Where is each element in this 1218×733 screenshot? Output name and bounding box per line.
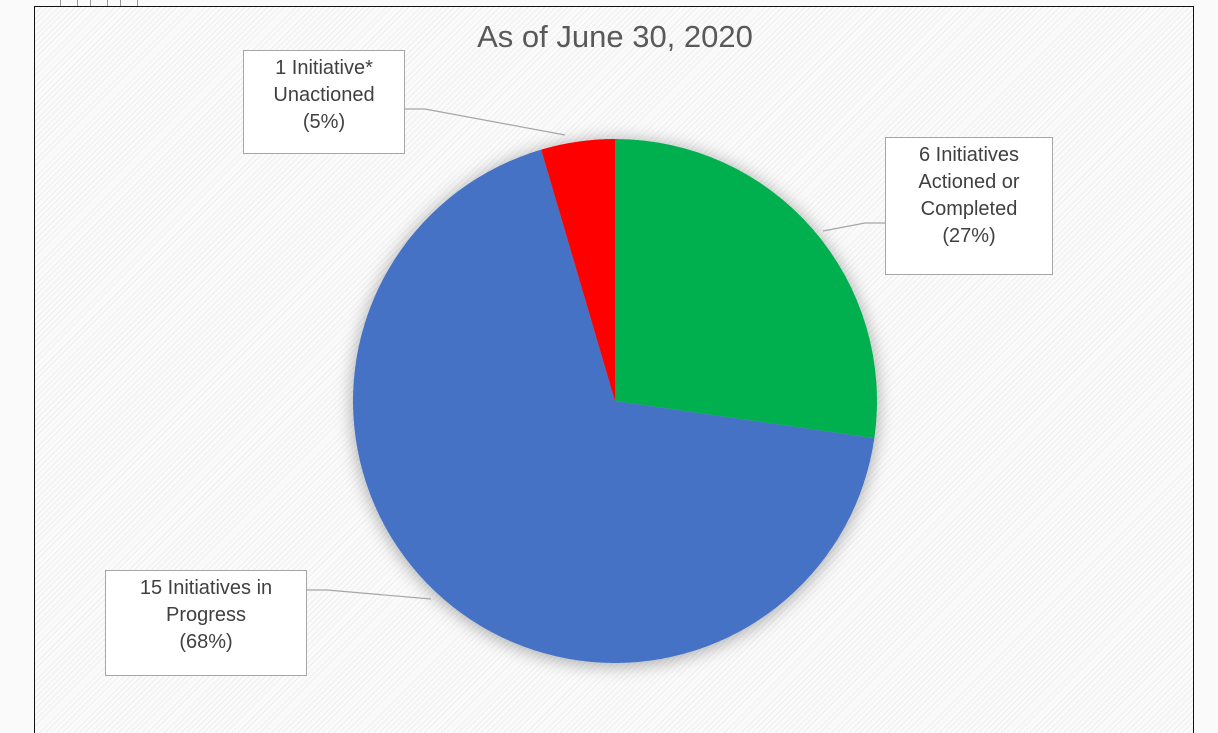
- data-label-completed: 6 Initiatives Actioned or Completed (27%…: [885, 137, 1053, 275]
- pie-chart: [307, 108, 885, 663]
- data-label-in-progress: 15 Initiatives in Progress (68%): [105, 570, 307, 676]
- leader-lines: [307, 108, 885, 600]
- label-line: 15 Initiatives in: [139, 577, 273, 599]
- label-line: (27%): [942, 225, 996, 247]
- data-label-unactioned: 1 Initiative* Unactioned (5%): [243, 50, 405, 154]
- label-line: (68%): [179, 631, 233, 653]
- label-line: Unactioned: [273, 84, 375, 106]
- chart-area: As of June 30, 2020 1 Initiative* Unacti…: [34, 6, 1194, 733]
- pie-slice-in-progress: [352, 149, 875, 663]
- label-line: Actioned or: [918, 171, 1020, 193]
- label-line: 6 Initiatives: [918, 144, 1020, 166]
- pie-slice-unactioned: [541, 139, 615, 401]
- label-line: 1 Initiative*: [275, 57, 373, 79]
- label-line: (5%): [302, 111, 346, 133]
- label-line: Completed: [920, 198, 1018, 220]
- label-line: Progress: [165, 604, 247, 626]
- pie-slices: [352, 139, 877, 663]
- leader-line-completed: [822, 222, 885, 232]
- chart-title: As of June 30, 2020: [477, 19, 753, 54]
- leader-line-progress: [307, 589, 432, 600]
- pie-slice-actioned-or-completed: [615, 139, 877, 439]
- leader-line-unactioned: [405, 108, 566, 136]
